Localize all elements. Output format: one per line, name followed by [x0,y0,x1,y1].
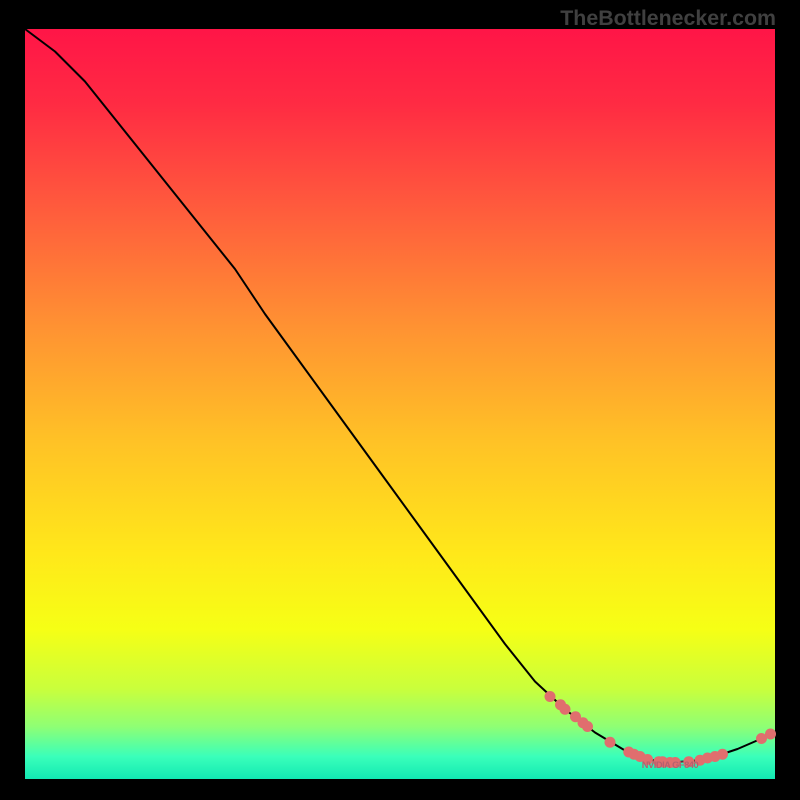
curve-markers [545,691,777,768]
curve-line [25,29,775,763]
data-point-marker [717,749,728,760]
data-point-marker [605,737,616,748]
bottleneck-line-chart: NVIDIA GF840 [25,29,775,779]
data-point-marker [560,704,571,715]
data-point-marker [765,729,776,740]
plot-area: NVIDIA GF840 [25,29,775,779]
curve-label: NVIDIA GF840 [642,760,699,770]
data-point-marker [582,721,593,732]
data-point-marker [545,691,556,702]
attribution-text: TheBottlenecker.com [560,6,776,31]
figure-root: NVIDIA GF840 TheBottlenecker.com [0,0,800,800]
